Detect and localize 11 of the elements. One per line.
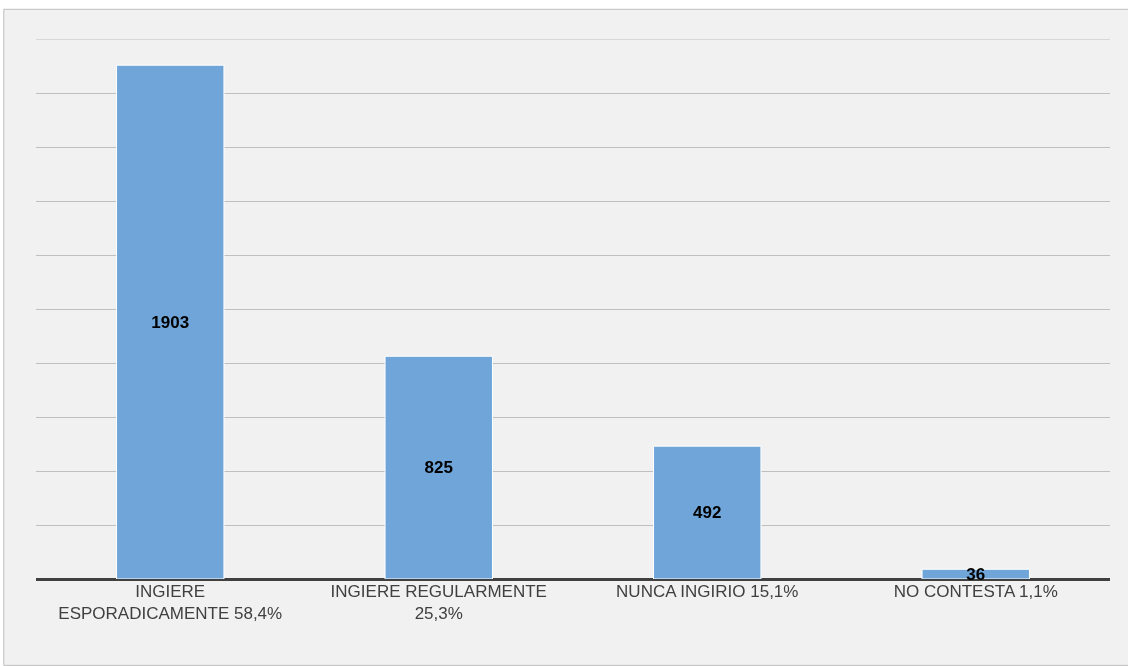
bar	[384, 355, 493, 579]
x-tick-label: INGIERE ESPORADICAMENTE 58,4%	[58, 582, 283, 624]
x-tick-label: NUNCA INGIRIO 15,1%	[616, 582, 799, 601]
data-label: 825	[424, 458, 453, 478]
bar	[653, 445, 762, 579]
x-tick-label: NO CONTESTA 1,1%	[893, 582, 1058, 601]
data-label: 492	[693, 503, 722, 523]
data-label: 36	[966, 564, 986, 584]
x-tick-label: INGIERE REGULARMENTE 25,3%	[330, 582, 547, 624]
bar	[116, 64, 225, 579]
data-label: 1903	[151, 312, 190, 332]
